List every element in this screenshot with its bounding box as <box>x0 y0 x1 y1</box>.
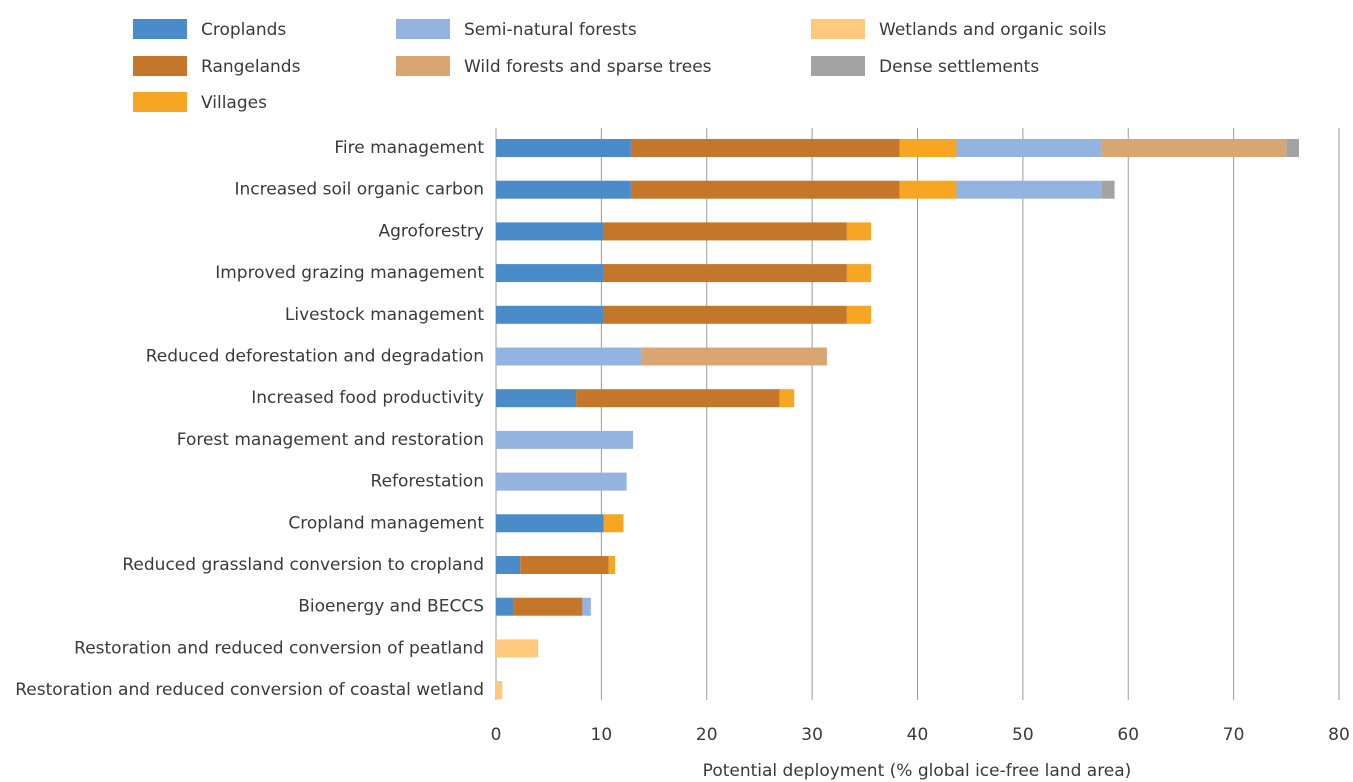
bar-segment <box>496 681 503 700</box>
x-tick-label: 80 <box>1328 725 1350 745</box>
x-tick-label: 60 <box>1117 725 1139 745</box>
bar-segment <box>496 430 633 449</box>
x-tick-label: 10 <box>591 725 613 745</box>
x-tick-label: 30 <box>801 725 823 745</box>
legend-label: Villages <box>201 93 267 113</box>
bar-segment <box>846 222 872 241</box>
x-tick-label: 50 <box>1012 725 1034 745</box>
bar-segment <box>603 514 624 533</box>
bar-segment <box>513 597 583 616</box>
y-tick-label: Reforestation <box>371 472 484 492</box>
bar-segment <box>496 472 627 491</box>
x-axis-label: Potential deployment (% global ice-free … <box>703 761 1132 781</box>
x-tick-label: 20 <box>696 725 718 745</box>
bar-segment <box>899 139 957 157</box>
bar-segment <box>1286 139 1299 157</box>
y-tick-label: Restoration and reduced conversion of pe… <box>74 638 484 658</box>
y-tick-label: Reduced grassland conversion to cropland <box>122 555 484 575</box>
legend-label: Dense settlements <box>879 57 1039 77</box>
y-tick-label: Reduced deforestation and degradation <box>146 347 484 367</box>
bar-segment <box>1101 180 1115 199</box>
bar-segment <box>496 389 577 408</box>
y-tick-label: Livestock management <box>285 305 484 325</box>
bar-segment <box>496 597 514 616</box>
y-tick-label: Increased soil organic carbon <box>234 180 484 200</box>
bar-segment <box>496 514 604 533</box>
bar-segment <box>582 597 591 616</box>
bar-segment <box>576 389 780 408</box>
bar-segment <box>603 264 847 283</box>
bar-segment <box>496 347 642 366</box>
bar-segment <box>630 139 900 157</box>
bar-segment <box>520 556 609 574</box>
legend-label: Wild forests and sparse trees <box>464 57 712 77</box>
bar-segment <box>496 556 521 574</box>
y-tick-label: Increased food productivity <box>251 388 484 408</box>
y-tick-label: Forest management and restoration <box>177 430 484 450</box>
y-tick-label: Agroforestry <box>379 221 484 241</box>
y-tick-label: Bioenergy and BECCS <box>298 597 484 617</box>
x-tick-label: 40 <box>907 725 929 745</box>
bar-segment <box>496 222 604 241</box>
x-tick-label: 70 <box>1223 725 1245 745</box>
bar-segment <box>846 264 872 283</box>
legend-swatch <box>133 19 187 39</box>
bar-segment <box>1101 139 1287 157</box>
y-tick-label: Cropland management <box>288 513 484 533</box>
legend-swatch <box>396 56 450 76</box>
y-tick-label: Restoration and reduced conversion of co… <box>15 680 484 700</box>
y-tick-label: Improved grazing management <box>215 263 484 283</box>
bar-segment <box>603 305 847 324</box>
bar-segment <box>630 180 900 199</box>
bar-segment <box>608 556 616 574</box>
x-tick-label: 0 <box>491 725 502 745</box>
bar-segment <box>956 180 1102 199</box>
legend-label: Croplands <box>201 20 286 40</box>
bar-segment <box>496 264 604 283</box>
legend-label: Semi-natural forests <box>464 20 637 40</box>
legend-swatch <box>396 19 450 39</box>
legend-label: Rangelands <box>201 57 301 77</box>
bar-segment <box>496 639 539 658</box>
bar-segment <box>846 305 872 324</box>
bar-segment <box>496 180 631 199</box>
legend-swatch <box>133 92 187 112</box>
bar-segment <box>956 139 1102 157</box>
bar-segment <box>641 347 827 366</box>
legend-swatch <box>133 56 187 76</box>
bar-segment <box>496 305 604 324</box>
legend-swatch <box>811 19 865 39</box>
bar-segment <box>496 139 631 157</box>
legend-swatch <box>811 56 865 76</box>
bar-segment <box>779 389 795 408</box>
bar-segment <box>603 222 847 241</box>
y-tick-label: Fire management <box>334 138 484 158</box>
legend-label: Wetlands and organic soils <box>879 20 1107 40</box>
bar-segment <box>899 180 957 199</box>
